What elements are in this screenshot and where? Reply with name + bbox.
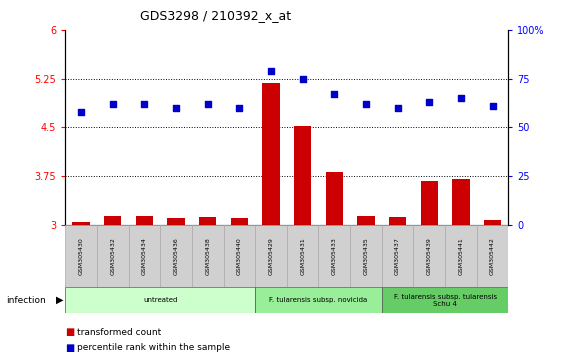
Bar — [97, 225, 128, 287]
Bar — [136, 216, 153, 225]
Bar — [128, 225, 160, 287]
Bar — [73, 222, 90, 225]
Text: GDS3298 / 210392_x_at: GDS3298 / 210392_x_at — [140, 9, 291, 22]
Point — [235, 105, 244, 111]
Bar — [389, 217, 406, 225]
Text: GSM305438: GSM305438 — [205, 237, 210, 275]
Bar — [382, 225, 414, 287]
Point — [108, 101, 118, 107]
Bar — [65, 225, 97, 287]
Bar — [104, 216, 122, 225]
Bar — [231, 218, 248, 225]
Text: F. tularensis subsp. novicida: F. tularensis subsp. novicida — [269, 297, 367, 303]
Text: GSM305439: GSM305439 — [427, 237, 432, 275]
Point — [266, 68, 275, 74]
Bar — [350, 225, 382, 287]
Text: GSM305435: GSM305435 — [364, 237, 369, 275]
Bar — [65, 287, 255, 313]
Bar — [294, 126, 311, 225]
Point — [330, 92, 339, 97]
Text: transformed count: transformed count — [77, 327, 161, 337]
Text: GSM305433: GSM305433 — [332, 237, 337, 275]
Bar — [382, 287, 508, 313]
Point — [361, 101, 370, 107]
Bar — [224, 225, 255, 287]
Point — [488, 103, 497, 109]
Text: F. tularensis subsp. tularensis
Schu 4: F. tularensis subsp. tularensis Schu 4 — [394, 293, 496, 307]
Text: untreated: untreated — [143, 297, 177, 303]
Text: GSM305437: GSM305437 — [395, 237, 400, 275]
Text: GSM305442: GSM305442 — [490, 237, 495, 275]
Point — [298, 76, 307, 81]
Text: GSM305431: GSM305431 — [300, 237, 305, 275]
Bar — [168, 218, 185, 225]
Text: GSM305441: GSM305441 — [458, 237, 463, 275]
Bar — [445, 225, 477, 287]
Bar — [160, 225, 192, 287]
Text: GSM305432: GSM305432 — [110, 237, 115, 275]
Point — [425, 99, 434, 105]
Bar — [452, 179, 470, 225]
Point — [393, 105, 402, 111]
Bar — [255, 225, 287, 287]
Text: percentile rank within the sample: percentile rank within the sample — [77, 343, 230, 352]
Bar — [420, 181, 438, 225]
Text: GSM305436: GSM305436 — [174, 237, 178, 275]
Bar — [319, 225, 350, 287]
Bar — [255, 287, 382, 313]
Point — [456, 95, 465, 101]
Text: ■: ■ — [65, 343, 74, 353]
Point — [203, 101, 212, 107]
Text: ■: ■ — [65, 327, 74, 337]
Bar — [262, 83, 279, 225]
Bar — [325, 172, 343, 225]
Bar — [199, 217, 216, 225]
Bar — [414, 225, 445, 287]
Bar — [287, 225, 319, 287]
Text: GSM305429: GSM305429 — [269, 237, 274, 275]
Text: ▶: ▶ — [56, 295, 64, 305]
Bar — [357, 216, 375, 225]
Point — [140, 101, 149, 107]
Point — [172, 105, 181, 111]
Text: GSM305430: GSM305430 — [78, 237, 83, 275]
Text: GSM305440: GSM305440 — [237, 237, 242, 275]
Text: GSM305434: GSM305434 — [142, 237, 147, 275]
Bar — [477, 225, 508, 287]
Bar — [484, 219, 501, 225]
Bar — [192, 225, 224, 287]
Text: infection: infection — [6, 296, 45, 304]
Point — [77, 109, 86, 115]
